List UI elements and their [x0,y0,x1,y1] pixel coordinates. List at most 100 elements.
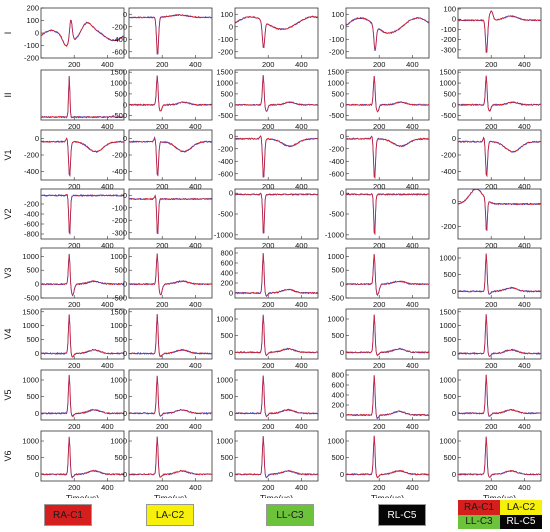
x-tick-label: 400 [295,122,308,131]
plot-frame [234,69,319,121]
plot-frame [234,247,319,299]
y-tick-label: 0 [123,349,127,358]
plot-frame [234,129,319,181]
y-tick-label: 500 [114,335,127,344]
y-tick-label: -200 [24,200,39,209]
plot-frame [234,430,319,482]
trace-reconstructed [129,436,212,478]
lead-label-v6: V6 [3,450,13,461]
x-tick-label: 400 [101,122,114,131]
x-tick-label: 400 [406,361,419,370]
y-tick-label: -400 [441,167,456,176]
y-tick-label: 0 [340,280,344,289]
lead-label-v5: V5 [3,389,13,400]
trace-reconstructed [41,194,124,235]
plot-frame [345,129,430,181]
trace-reconstructed [458,436,541,478]
y-tick-label: 0 [229,100,233,109]
lead-label-ii: II [3,92,13,97]
y-tick-label: 800 [220,249,233,258]
y-tick-label: 0 [229,470,233,479]
plot-frame [457,308,542,360]
x-tick-label: 200 [68,182,81,191]
y-tick-label: 100 [443,5,456,14]
y-tick-label: 1000 [110,321,127,330]
y-tick-label: 1500 [216,68,233,77]
plot-frame [40,7,125,59]
plot-i-ll-c3: -200 -100 0 100 200 400 [218,7,319,69]
x-tick-label: 200 [485,122,498,131]
x-tick-label: 200 [262,241,275,250]
y-tick-label: 0 [229,348,233,357]
plot-frame [128,188,213,240]
x-tick-label: 400 [295,300,308,309]
y-tick-label: 500 [114,89,127,98]
x-tick-label: 400 [406,241,419,250]
trace-reconstructed [458,253,541,295]
y-tick-label: 500 [443,270,456,279]
legend-tag-rl-c5: RL-C5 [378,504,426,526]
x-tick-label: 400 [518,361,531,370]
y-tick-label: 1000 [327,252,344,261]
y-tick-label: 0 [123,10,127,19]
y-tick-label: 0 [340,132,344,141]
plot-v5-ll-c3: 0 500 1000 200 400 [216,369,319,431]
x-tick-label: 200 [373,241,386,250]
legend-combined-rl-c5: RL-C5 [500,514,542,529]
trace-reconstructed [41,436,124,479]
y-tick-label: 0 [452,409,456,418]
y-tick-label: 0 [452,470,456,479]
legend-row: RA-C1 LA-C2 LL-C3 RL-C5 RA-C1 LA-C2 LL-C3 RL-C5 [0,498,550,532]
trace-reconstructed [458,189,541,231]
y-tick-label: -500 [24,294,39,303]
y-tick-label: 500 [331,89,344,98]
x-tick-label: 200 [262,182,275,191]
lead-label-i: I [3,32,13,35]
plot-frame [345,69,430,121]
y-tick-label: 500 [220,89,233,98]
plot-frame [457,129,542,181]
y-tick-label: 1000 [22,252,39,261]
y-tick-label: -400 [112,167,127,176]
x-tick-label: 400 [101,182,114,191]
lead-label-v1: V1 [3,149,13,160]
y-tick-label: 0 [123,409,127,418]
lead-label-v2: V2 [3,208,13,219]
x-tick-label: 200 [485,422,498,431]
x-tick-label: 200 [373,422,386,431]
x-tick-label: 400 [189,361,202,370]
x-tick-label: 200 [156,483,169,492]
x-tick-label: 400 [295,241,308,250]
x-tick-label: 400 [101,361,114,370]
trace-reconstructed [346,314,429,357]
x-axis-title: Time(us) [154,493,187,498]
y-tick-label: 0 [340,189,344,198]
x-tick-label: 200 [485,300,498,309]
x-tick-label: 400 [518,422,531,431]
plot-frame [457,430,542,482]
y-tick-label: -500 [218,111,233,120]
y-tick-label: 500 [443,392,456,401]
trace-reconstructed [41,19,124,48]
x-tick-label: 200 [68,483,81,492]
x-tick-label: 400 [189,483,202,492]
plot-v4-la-c2: 0 500 1000 1500 200 400 [110,307,213,370]
x-tick-label: 400 [518,241,531,250]
y-tick-label: -1000 [214,230,233,239]
y-tick-label: 500 [220,331,233,340]
y-tick-label: -200 [441,35,456,44]
x-tick-label: 200 [262,483,275,492]
x-tick-label: 400 [518,300,531,309]
plot-v1-combined: -400 -200 0 200 400 [441,129,542,191]
trace-reconstructed [41,253,124,296]
trace-reconstructed [346,192,429,234]
trace-reconstructed [41,374,124,418]
y-tick-label: 0 [340,411,344,420]
y-tick-label: 500 [26,266,39,275]
trace-reconstructed [129,314,212,358]
x-tick-label: 200 [373,483,386,492]
